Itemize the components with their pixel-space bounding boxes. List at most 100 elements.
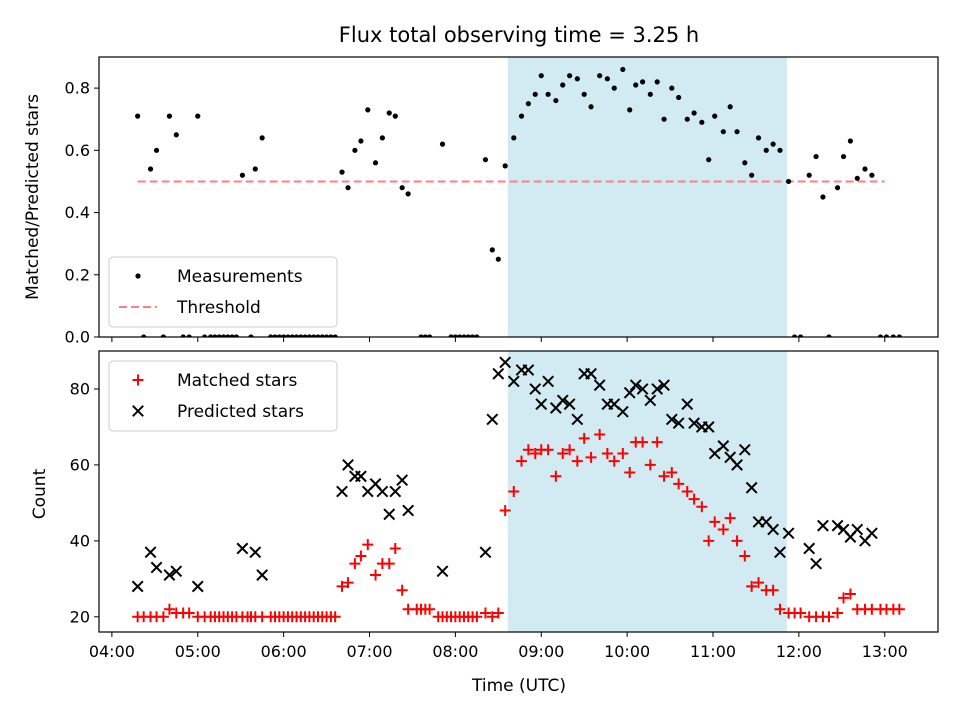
legend-label: Matched stars	[177, 371, 297, 391]
measurement-point	[553, 97, 559, 104]
measurement-point	[216, 334, 222, 337]
measurement-point	[332, 334, 338, 337]
measurement-point	[259, 135, 265, 141]
measurement-point	[820, 194, 826, 200]
matched-star-point	[362, 539, 374, 551]
legend-label: Measurements	[177, 267, 303, 287]
measurement-point	[826, 334, 832, 337]
predicted-star-point	[817, 519, 829, 532]
predicted-star-point	[672, 417, 685, 430]
x-tick-label: 05:00	[175, 642, 221, 661]
measurement-point	[439, 141, 446, 147]
predicted-star-point	[556, 394, 569, 407]
measurement-point	[298, 334, 304, 337]
matched-star-point	[753, 577, 765, 589]
measurement-point	[352, 147, 358, 153]
legend-marker	[132, 374, 144, 386]
x-tick-label: 10:00	[604, 642, 650, 661]
measurement-point	[392, 113, 398, 119]
matched-star-point	[550, 470, 562, 482]
measurement-point	[422, 334, 428, 337]
measurement-point	[405, 191, 411, 197]
measurement-point	[469, 334, 476, 337]
predicted-star-point	[396, 474, 409, 487]
measurement-point	[604, 76, 610, 82]
measurement-point	[770, 141, 776, 147]
predicted-star-point	[688, 417, 701, 430]
measurement-point	[669, 85, 675, 91]
measurement-point	[474, 334, 480, 337]
x-tick-label: 07:00	[346, 642, 392, 661]
measurement-point	[212, 334, 218, 337]
measurement-point	[763, 147, 769, 153]
matched-star-point	[508, 486, 520, 497]
matched-star-point	[795, 607, 807, 619]
matched-star-point	[739, 550, 751, 562]
measurement-point	[890, 334, 896, 337]
measurement-point	[457, 334, 463, 337]
predicted-star-point	[492, 367, 505, 380]
measurement-point	[684, 116, 690, 122]
measurement-point	[225, 334, 231, 337]
matched-star-point	[329, 611, 341, 623]
matched-star-point	[342, 577, 354, 589]
measurement-point	[302, 334, 308, 337]
measurement-point	[461, 334, 467, 337]
measurement-point	[399, 185, 405, 191]
matched-star-point	[893, 603, 905, 615]
matched-star-point	[499, 504, 511, 516]
highlight-span	[507, 57, 787, 337]
matched-star-point	[688, 493, 700, 505]
x-tick-label: 08:00	[432, 642, 478, 661]
measurement-point	[734, 129, 740, 135]
measurement-point	[699, 119, 705, 125]
measurement-point	[706, 157, 712, 163]
measurement-point	[482, 157, 489, 163]
measurement-point	[813, 153, 819, 160]
matched-star-point	[396, 584, 408, 596]
measurement-point	[581, 91, 587, 97]
predicted-star-point	[629, 379, 642, 392]
matched-star-point	[731, 535, 743, 547]
top-panel-y-label: Matched/Predicted stars	[23, 94, 43, 300]
matched-star-point	[703, 535, 715, 547]
legend-label: Threshold	[176, 298, 261, 318]
matched-star-point	[594, 429, 606, 441]
measurement-point	[518, 113, 525, 119]
predicted-star-point	[507, 375, 520, 388]
measurement-point	[742, 160, 748, 166]
y-tick-label: 80	[70, 379, 90, 398]
x-tick-label: 11:00	[690, 642, 736, 661]
matched-star-point	[471, 611, 483, 623]
measurement-point	[532, 91, 538, 97]
y-tick-label: 0.8	[65, 79, 90, 98]
matched-star-point	[709, 516, 721, 528]
predicted-star-point	[150, 561, 163, 574]
matched-star-point	[522, 444, 534, 456]
predicted-star-point	[535, 398, 548, 411]
measurement-point	[293, 334, 300, 337]
matched-star-point	[486, 611, 498, 623]
matched-star-point	[542, 444, 554, 456]
matched-star-point	[637, 436, 649, 448]
measurement-point	[135, 113, 141, 119]
predicted-star-point	[717, 440, 730, 452]
measurement-point	[489, 247, 495, 253]
predicted-star-point	[865, 527, 878, 540]
matched-star-point	[336, 580, 348, 592]
y-tick-label: 60	[70, 455, 90, 474]
measurement-point	[654, 79, 660, 85]
measurement-point	[877, 334, 884, 337]
matched-star-point	[370, 569, 382, 581]
measurement-point	[691, 110, 697, 116]
matched-star-point	[724, 512, 736, 524]
measurement-point	[633, 82, 639, 88]
predicted-star-point	[774, 546, 786, 559]
measurement-point	[306, 334, 312, 337]
predicted-star-point	[585, 367, 597, 380]
matched-star-point	[624, 467, 636, 479]
legend-box	[108, 360, 338, 432]
measurement-point	[862, 166, 868, 172]
measurement-point	[233, 334, 239, 337]
matched-star-point	[564, 444, 576, 456]
